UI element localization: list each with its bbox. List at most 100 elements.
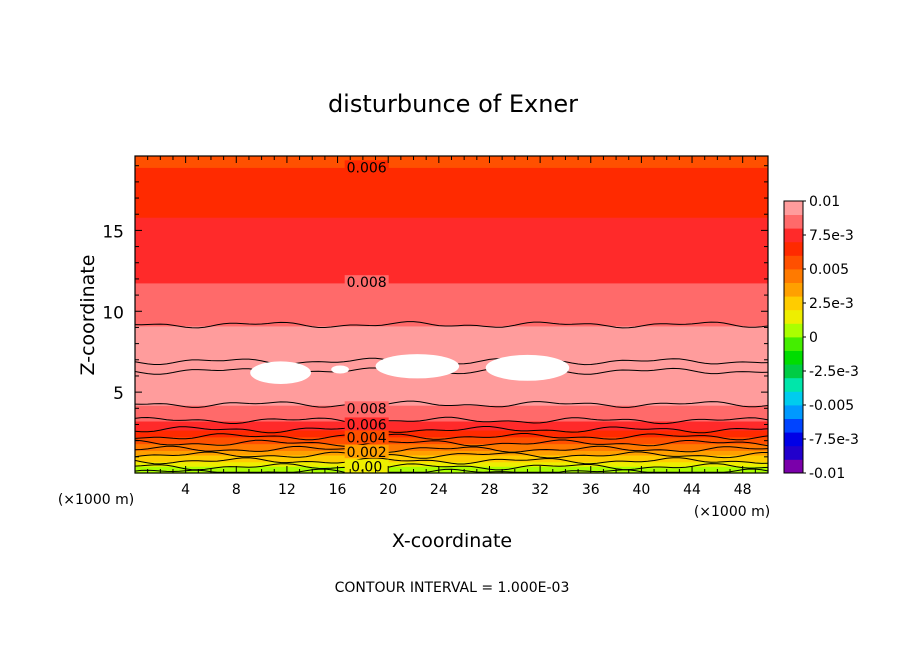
field-band <box>135 232 768 236</box>
field-band <box>135 276 768 279</box>
field-band <box>135 196 768 200</box>
field-band <box>135 214 768 218</box>
contour-label-bg <box>344 459 389 473</box>
colorbar: 0.01 7.5e-3 0.005 2.5e-3 0 -2.5e-3 -0.005 -7.5e… <box>783 194 859 482</box>
field-band <box>135 278 768 282</box>
field-band <box>135 289 768 293</box>
field-band <box>135 208 768 211</box>
x-tick-label: 48 <box>734 482 752 498</box>
field-band <box>135 300 768 304</box>
x-tick-label: 32 <box>531 482 549 498</box>
colorbar-swatch <box>784 228 803 243</box>
field-band <box>135 194 768 198</box>
field-band <box>135 192 768 196</box>
x-tick-label: 16 <box>329 482 347 498</box>
field-band <box>135 416 768 420</box>
field-band <box>135 314 768 318</box>
field-band <box>135 167 768 171</box>
field-band <box>135 187 768 191</box>
field-band <box>135 346 768 350</box>
field-band <box>135 355 768 359</box>
contour-line <box>134 433 769 441</box>
colorbar-swatch <box>784 255 803 270</box>
colorbar-swatch <box>784 241 803 256</box>
field-band <box>135 348 768 352</box>
plot-area <box>135 156 768 474</box>
field-band <box>135 407 768 411</box>
field-band <box>135 244 768 248</box>
colorbar-label: 0 <box>809 330 818 346</box>
field-band <box>135 219 768 223</box>
contour-line <box>134 426 769 434</box>
field-band <box>135 411 768 415</box>
contour-label: 0.006 <box>347 417 387 433</box>
field-band <box>135 386 768 390</box>
field-band <box>135 405 768 408</box>
field-band <box>135 443 768 447</box>
field-band <box>135 185 768 189</box>
colorbar-swatch <box>784 391 803 406</box>
field-band <box>135 377 768 381</box>
field-band <box>135 242 768 245</box>
colorbar-swatch <box>784 323 803 338</box>
field-band <box>135 180 768 184</box>
field-band <box>135 255 768 259</box>
field-band <box>135 448 768 451</box>
field-band <box>135 221 768 225</box>
y-tick-label: 5 <box>113 384 124 404</box>
field-band <box>135 332 768 336</box>
colorbar-swatch <box>784 309 803 324</box>
y-tick-label: 10 <box>102 303 124 323</box>
colorbar-label: -0.005 <box>809 398 854 414</box>
field-band <box>135 239 768 243</box>
field-band <box>135 257 768 261</box>
contour-line <box>134 439 769 447</box>
field-band <box>135 373 768 377</box>
x-axis-label: X-coordinate <box>392 530 512 552</box>
field-band <box>135 271 768 275</box>
field-band <box>135 427 768 431</box>
field-band <box>135 409 768 413</box>
field-band <box>135 296 768 300</box>
colorbar-label: 0.005 <box>809 262 849 278</box>
field-band <box>135 273 768 277</box>
x-tick-label: 8 <box>232 482 241 498</box>
contour-label: 0.008 <box>347 401 387 417</box>
colorbar-swatch <box>784 459 803 474</box>
field-band <box>135 217 768 220</box>
field-band <box>135 328 768 331</box>
field-band <box>135 205 768 209</box>
field-band <box>135 459 768 463</box>
field-band <box>135 457 768 461</box>
field-band <box>135 291 768 295</box>
x-tick-label: 12 <box>278 482 296 498</box>
contour-lines <box>134 321 769 473</box>
field-band <box>135 463 768 467</box>
field-band <box>135 235 768 239</box>
field-band <box>135 246 768 250</box>
colorbar-swatch <box>784 337 803 351</box>
colorbar-swatch <box>784 418 803 433</box>
field-band <box>135 228 768 232</box>
x-axis-unit: (×1000 m) <box>58 492 134 508</box>
y-axis-label: Z-coordinate <box>77 255 99 376</box>
field-band <box>135 454 768 458</box>
field-band <box>135 389 768 393</box>
colorbar-swatch <box>784 269 803 283</box>
maximum-region <box>375 354 460 379</box>
field-band <box>135 162 768 166</box>
field-band <box>135 309 768 313</box>
x-tick-label: 40 <box>632 482 650 498</box>
field-band <box>135 176 768 180</box>
contour-label-bg <box>344 401 389 415</box>
field-band <box>135 350 768 354</box>
contour-label-bg <box>344 417 389 431</box>
field-band <box>135 423 768 427</box>
field-band <box>135 251 768 254</box>
field-band <box>135 210 768 214</box>
field-band <box>135 226 768 230</box>
x-tick-label: 28 <box>481 482 499 498</box>
field-band <box>135 400 768 404</box>
contour-label-bg <box>344 430 389 444</box>
field-band <box>135 307 768 311</box>
